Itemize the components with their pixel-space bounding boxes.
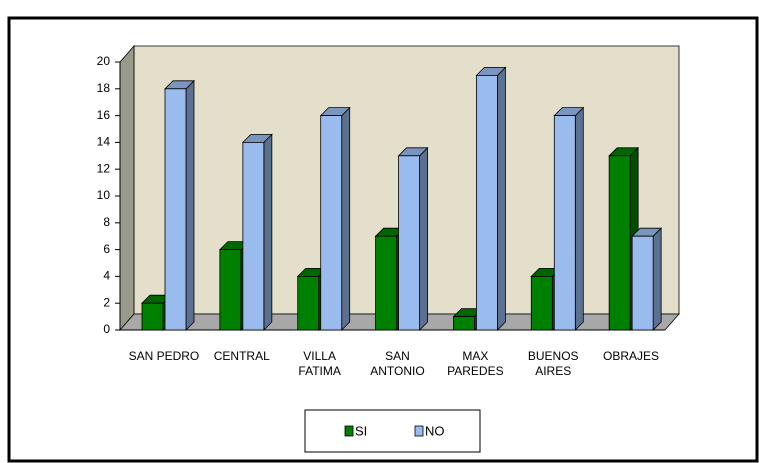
bar-face: [398, 155, 420, 331]
legend-swatch: [414, 425, 424, 437]
bar-face: [608, 155, 631, 331]
bar-face: [476, 75, 498, 331]
y-tick-label: 2: [103, 295, 110, 309]
bar: [164, 79, 195, 331]
bar: [241, 133, 273, 331]
legend-label: NO: [425, 423, 445, 438]
x-tick-label: OBRAJES: [603, 349, 660, 363]
bar-face: [141, 302, 164, 331]
bar-face: [419, 146, 428, 331]
x-tick-label: SAN PEDRO: [128, 349, 200, 363]
y-tick-label: 10: [97, 188, 111, 202]
y-tick-label: 12: [97, 161, 111, 175]
x-tick-label: SAN ANTONIO: [370, 349, 425, 378]
x-tick-label: CENTRAL: [213, 349, 270, 363]
side-wall: [119, 44, 135, 332]
y-tick-label: 20: [97, 54, 111, 68]
bar-face: [263, 133, 273, 331]
chart-frame: [7, 16, 759, 463]
bar-face: [320, 115, 343, 331]
bar: [475, 66, 507, 331]
bar: [397, 146, 429, 331]
legend-swatch: [344, 425, 354, 437]
y-tick-label: 8: [103, 215, 110, 229]
bar-face: [553, 115, 576, 331]
x-tick-label: BUENOS AIRES: [527, 349, 579, 378]
y-tick-label: 14: [97, 135, 111, 149]
bar-face: [574, 106, 584, 331]
bar-face: [497, 66, 506, 331]
bar-face: [530, 275, 553, 331]
bar-face: [375, 235, 397, 331]
bar-face: [341, 106, 351, 331]
y-tick-label: 16: [97, 108, 111, 122]
legend-label: SI: [355, 423, 367, 438]
x-tick-label: MAX PAREDES: [447, 349, 504, 378]
y-tick-label: 4: [103, 269, 110, 283]
bar: [319, 106, 351, 331]
legend-box: [304, 409, 481, 453]
y-tick-label: 0: [103, 322, 110, 336]
y-tick-label: 6: [103, 242, 110, 256]
bar: [553, 106, 585, 331]
bar-face: [297, 275, 320, 331]
bar-face: [242, 141, 265, 331]
bar-face: [453, 316, 475, 331]
bar: [631, 227, 663, 331]
x-tick-label: VILLA FATIMA: [298, 349, 341, 378]
bar-face: [652, 227, 662, 331]
bar-face: [164, 88, 187, 331]
bar-face: [185, 79, 195, 331]
bar-face: [631, 235, 654, 331]
bar-face: [219, 249, 242, 331]
y-tick-label: 18: [97, 81, 111, 95]
